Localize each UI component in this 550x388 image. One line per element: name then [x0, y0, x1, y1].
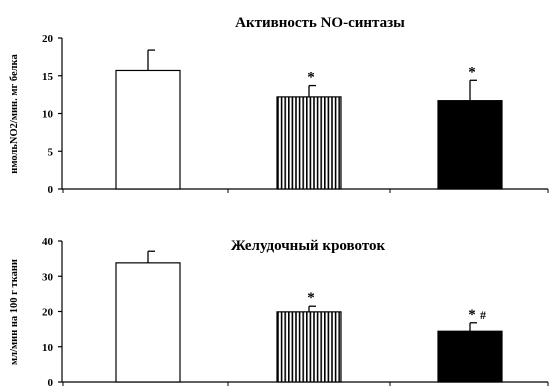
significance-marker: *	[468, 64, 476, 80]
chart-no-synthase: Активность NO-синтазы нмольNO2/мин. мг бе…	[9, 15, 549, 196]
significance-marker: *	[307, 70, 315, 86]
y-tick-label: 40	[42, 236, 54, 248]
chart-title: Желудочный кровоток	[231, 238, 386, 254]
significance-marker: *	[468, 307, 476, 323]
bar	[437, 100, 503, 190]
y-axis-label: мл/мин на 100 г ткани	[9, 259, 20, 365]
significance-marker: #	[480, 308, 486, 322]
bar	[437, 330, 503, 383]
bar	[276, 96, 342, 190]
y-tick-label: 10	[42, 109, 54, 121]
y-tick-label: 20	[42, 33, 54, 45]
y-tick-label: 0	[48, 377, 54, 388]
y-tick-label: 15	[42, 71, 54, 83]
chart-title: Активность NO-синтазы	[235, 15, 405, 31]
y-tick-label: 10	[42, 342, 54, 354]
y-axis-label: нмольNO2/мин. мг белка	[9, 54, 20, 174]
bar	[276, 311, 342, 383]
y-tick-label: 0	[48, 184, 54, 196]
chart-gastric-blood-flow: Желудочный кровоток мл/мин на 100 г ткани…	[9, 236, 549, 388]
y-tick-label: 5	[48, 146, 54, 158]
significance-marker: *	[307, 290, 315, 306]
bar	[115, 262, 181, 383]
y-tick-label: 20	[42, 307, 54, 319]
bar	[115, 69, 181, 190]
y-tick-label: 30	[42, 271, 54, 283]
